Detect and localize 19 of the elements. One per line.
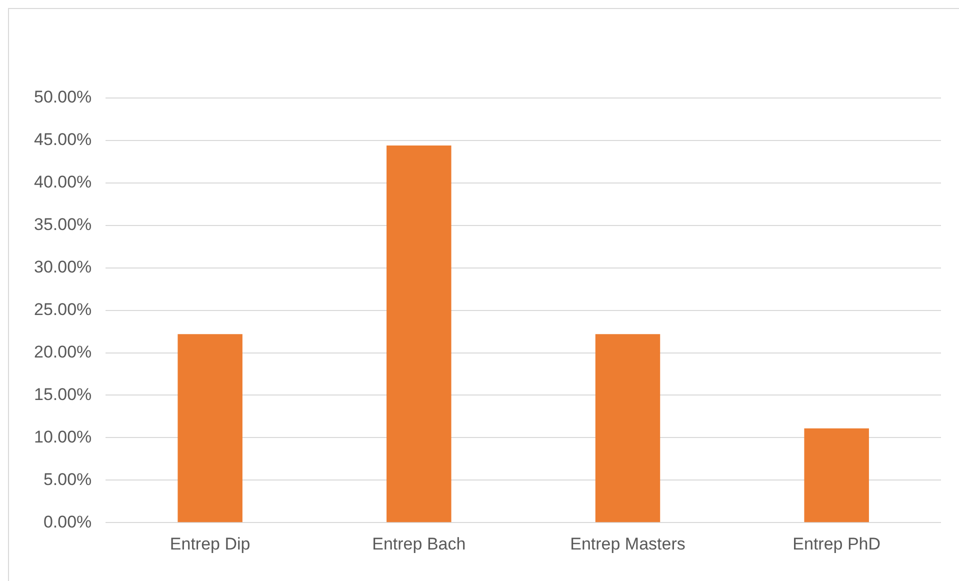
y-tick-label: 10.00%: [34, 427, 92, 446]
x-tick-label: Entrep Dip: [170, 534, 250, 554]
y-tick-label: 30.00%: [34, 258, 92, 277]
y-tick-label: 35.00%: [34, 215, 92, 234]
x-tick-label: Entrep Masters: [570, 534, 686, 554]
bar: [804, 428, 869, 522]
y-tick-label: 45.00%: [34, 130, 92, 150]
y-tick-label: 40.00%: [34, 172, 92, 192]
y-tick-label: 5.00%: [43, 470, 92, 489]
bar: [178, 334, 242, 522]
bar: [595, 334, 660, 522]
y-tick-label: 15.00%: [34, 384, 92, 404]
x-tick-label: Entrep PhD: [792, 534, 881, 554]
bar: [386, 146, 452, 522]
x-tick-label: Entrep Bach: [372, 534, 466, 554]
y-tick-label: 20.00%: [34, 342, 92, 362]
y-tick-label: 0.00%: [43, 512, 92, 532]
y-tick-label: 50.00%: [34, 88, 92, 107]
y-tick-label: 25.00%: [34, 300, 92, 319]
